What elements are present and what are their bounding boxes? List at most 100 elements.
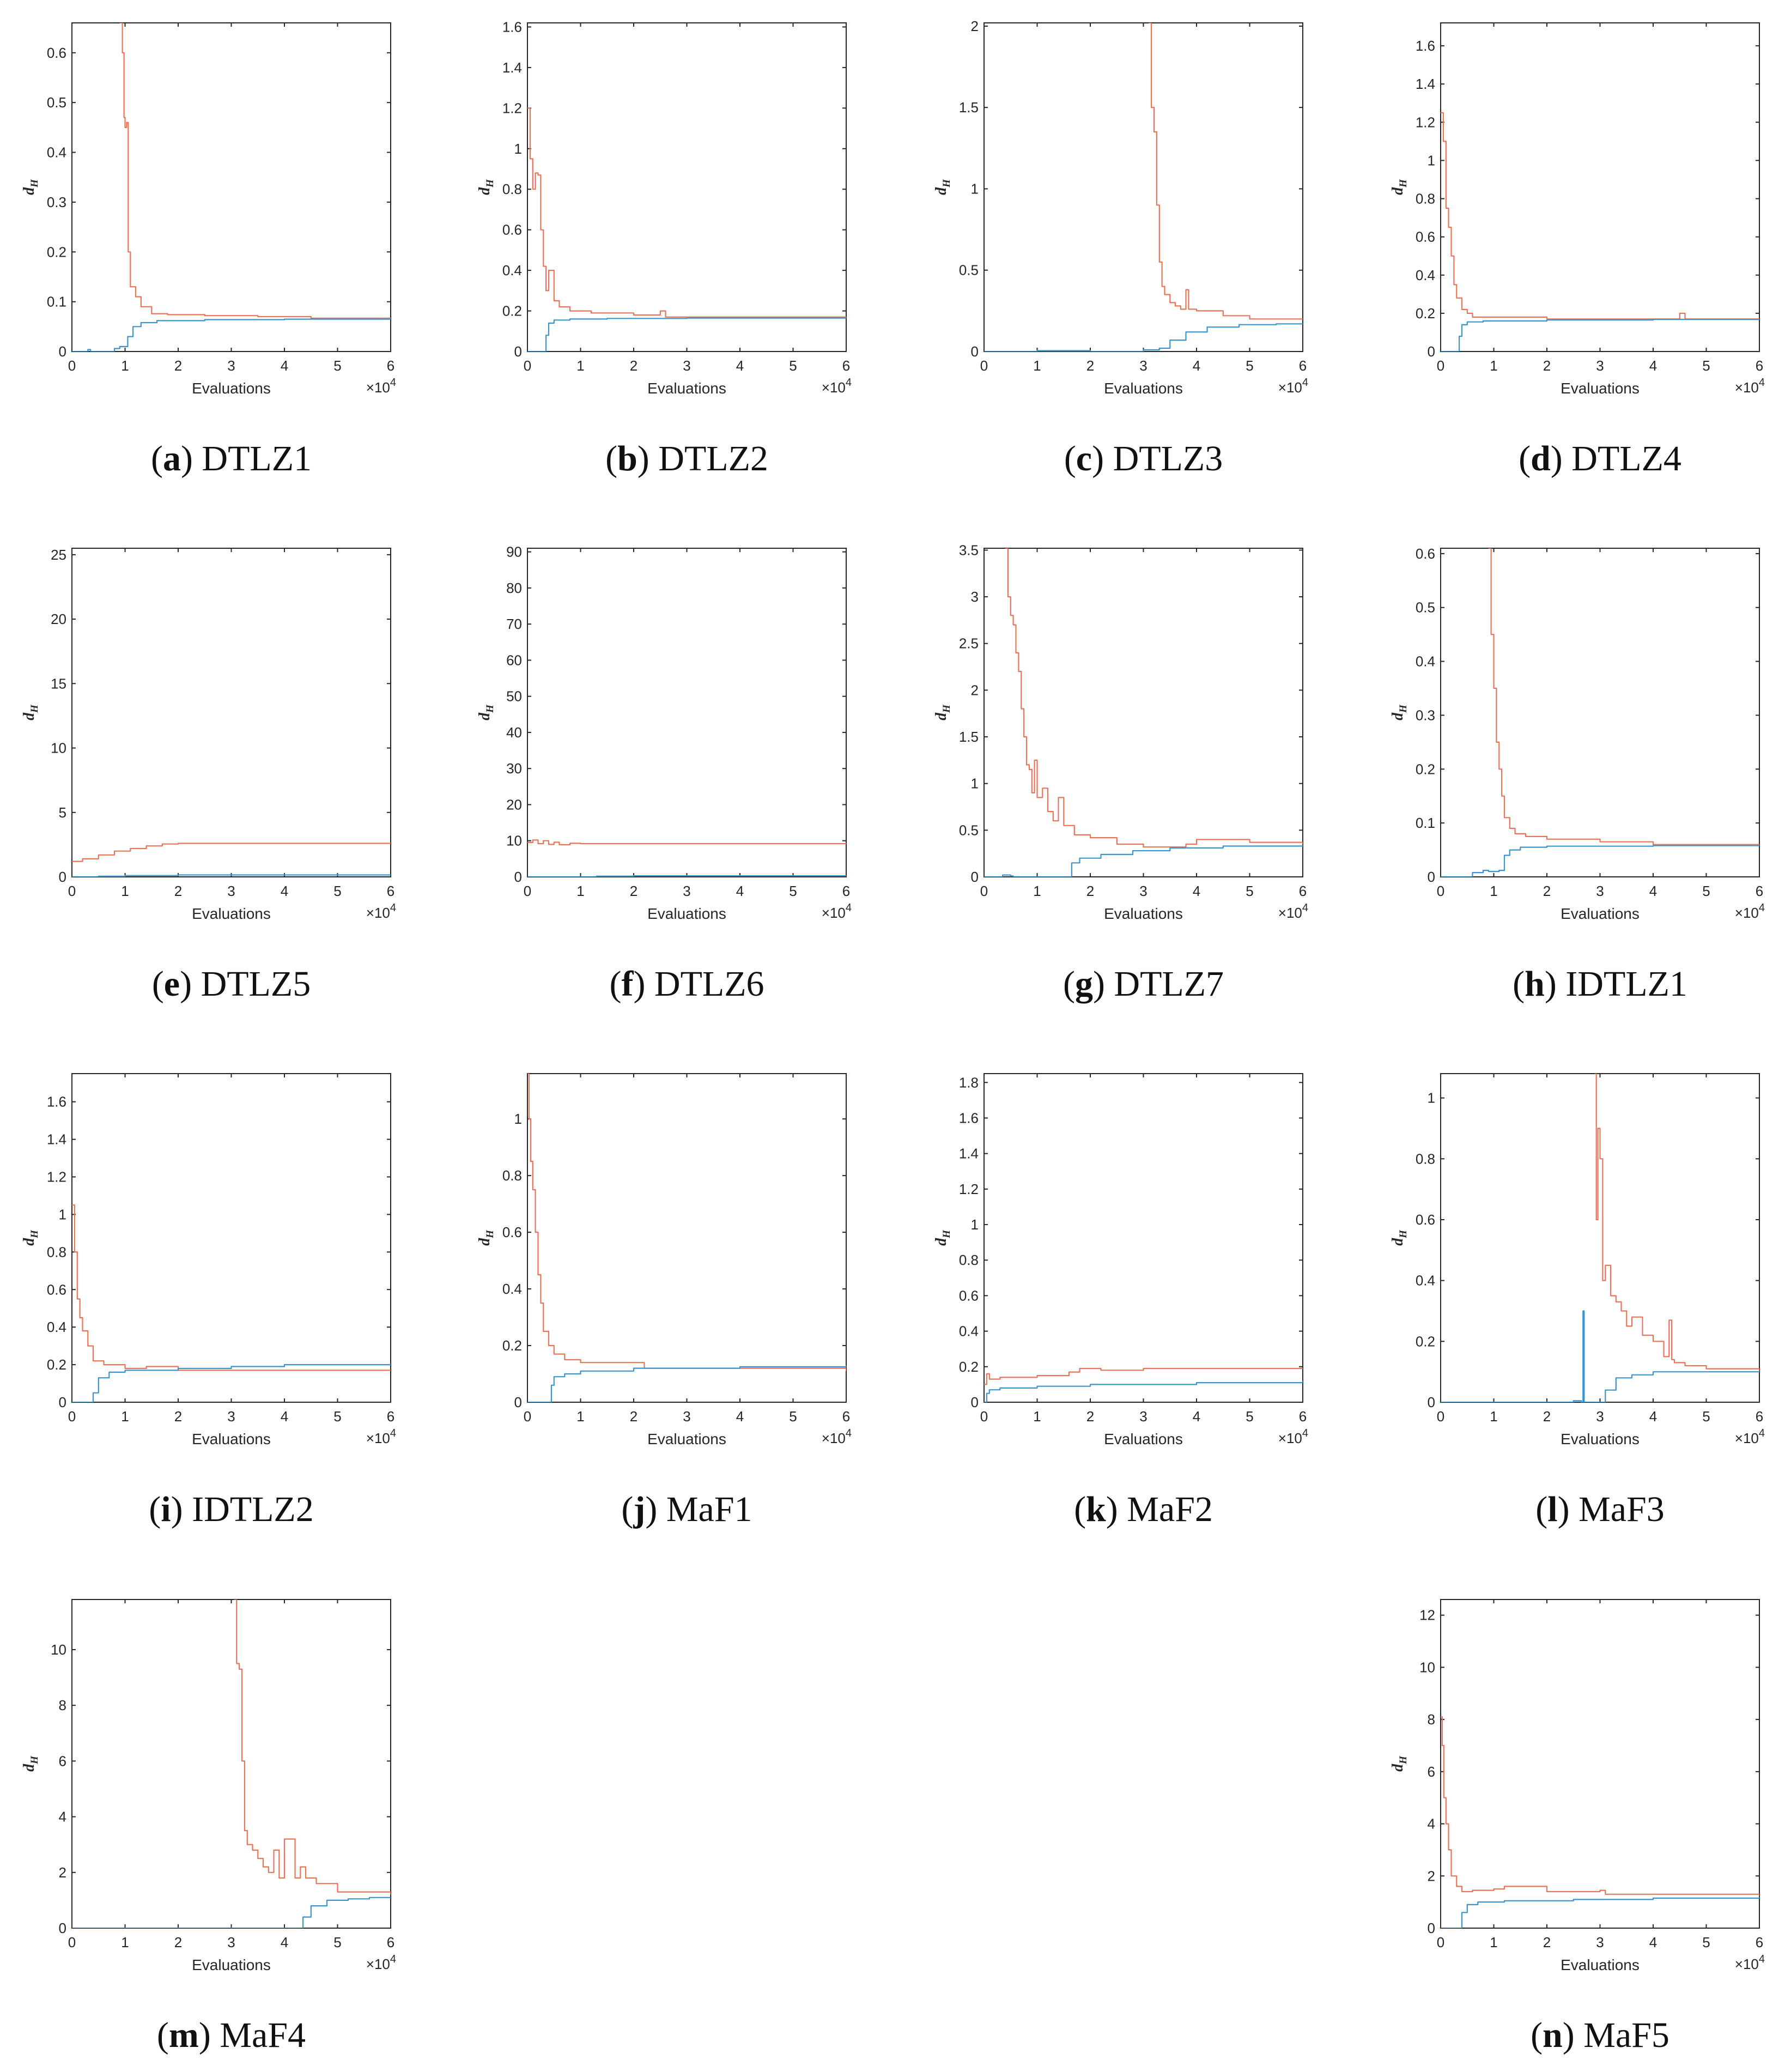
x-tick-label: 3: [227, 1934, 235, 1950]
x-exponent-base: ×10: [822, 905, 846, 921]
caption-paren-open: (: [1513, 964, 1525, 1004]
subfigure-caption: (h) IDTLZ1: [1513, 964, 1687, 1004]
caption-label: j: [633, 1489, 645, 1529]
caption-label: c: [1076, 439, 1092, 478]
y-axis-label: dH: [1389, 1755, 1409, 1772]
series-line-red: [984, 1368, 1303, 1385]
y-axis-label-main: d: [21, 1238, 38, 1246]
y-axis-label: dH: [1389, 1229, 1409, 1246]
y-tick-label: 1.6: [502, 19, 522, 35]
caption-name: MaF2: [1127, 1489, 1213, 1529]
y-tick-label: 0: [1428, 1394, 1435, 1410]
x-tick-label: 6: [387, 1408, 394, 1425]
series-line-red: [1488, 548, 1759, 846]
y-tick-label: 0.2: [959, 1359, 979, 1375]
y-tick-label: 10: [51, 1641, 66, 1658]
x-tick-label: 2: [174, 1408, 182, 1425]
caption-label: k: [1086, 1489, 1106, 1529]
subfigure-caption: (a) DTLZ1: [151, 439, 312, 478]
y-axis-label-main: d: [933, 1238, 950, 1246]
plot-frame: [71, 22, 391, 352]
x-tick-label: 3: [683, 1408, 690, 1425]
x-tick-label: 4: [1193, 1408, 1200, 1425]
y-tick-label: 0.6: [1416, 546, 1435, 562]
x-tick-label: 0: [1437, 358, 1444, 374]
x-tick-label: 0: [1437, 1408, 1444, 1425]
y-tick-label: 0.2: [502, 1337, 522, 1354]
caption-label: n: [1543, 2015, 1563, 2055]
x-exponent-label: ×104: [1735, 1953, 1765, 1972]
y-axis-label: dH: [476, 704, 496, 720]
caption-paren-open: (: [1064, 439, 1076, 478]
plot-frame: [1440, 1599, 1760, 1929]
y-tick-label: 6: [1428, 1764, 1435, 1780]
y-axis-label-main: d: [933, 187, 950, 195]
y-tick-label: 10: [506, 833, 522, 849]
y-tick-label: 1: [59, 1206, 66, 1222]
x-exponent-label: ×104: [366, 902, 396, 921]
y-axis-label-main: d: [21, 1764, 38, 1772]
x-exponent-base: ×10: [1735, 379, 1759, 396]
x-tick-label: 3: [683, 883, 690, 899]
x-tick-label: 6: [842, 1408, 850, 1425]
x-tick-label: 5: [1702, 1408, 1710, 1425]
y-tick-label: 20: [506, 796, 522, 813]
x-tick-label: 1: [121, 1408, 129, 1425]
caption-paren-close: ): [171, 1489, 192, 1529]
y-tick-label: 2: [59, 1864, 66, 1881]
y-tick-label: 0.1: [1416, 815, 1435, 831]
y-tick-label: 0: [514, 343, 522, 360]
y-tick-label: 4: [59, 1809, 66, 1825]
series-line-blue: [984, 845, 1303, 877]
x-tick-label: 0: [980, 883, 988, 899]
series-line-red: [72, 1204, 391, 1371]
x-tick-label: 4: [1193, 883, 1200, 899]
x-exponent-base: ×10: [366, 1956, 390, 1972]
x-exponent-power: 4: [1759, 1953, 1765, 1965]
x-exponent-label: ×104: [822, 377, 852, 396]
x-tick-label: 5: [789, 883, 797, 899]
x-exponent-base: ×10: [366, 1430, 390, 1446]
x-exponent-base: ×10: [1278, 1430, 1302, 1446]
x-exponent-power: 4: [1759, 377, 1765, 389]
x-tick-label: 2: [1543, 883, 1551, 899]
y-axis-label: dH: [1389, 179, 1409, 195]
x-axis-label: Evaluations: [192, 1956, 271, 1973]
y-axis-label-sub: H: [941, 704, 952, 713]
x-exponent-label: ×104: [1278, 377, 1308, 396]
x-exponent-power: 4: [846, 1427, 852, 1439]
x-tick-label: 3: [1139, 358, 1147, 374]
x-tick-label: 5: [1246, 358, 1253, 374]
x-tick-label: 4: [281, 358, 288, 374]
x-exponent-label: ×104: [366, 1427, 396, 1446]
caption-name: DTLZ2: [658, 439, 768, 478]
caption-paren-close: ): [1106, 1489, 1127, 1529]
x-tick-label: 4: [281, 1408, 288, 1425]
x-tick-label: 3: [227, 358, 235, 374]
x-tick-label: 4: [281, 883, 288, 899]
x-tick-label: 5: [333, 1408, 341, 1425]
x-tick-label: 4: [736, 1408, 744, 1425]
x-exponent-label: ×104: [822, 902, 852, 921]
x-exponent-label: ×104: [366, 377, 396, 396]
series-line-blue: [72, 318, 391, 352]
series-line-red: [1149, 23, 1303, 320]
y-axis-label-sub: H: [484, 704, 496, 713]
y-tick-label: 0.5: [47, 94, 66, 111]
y-tick-label: 0.6: [959, 1287, 979, 1304]
caption-paren-open: (: [605, 439, 617, 478]
x-tick-label: 3: [683, 358, 690, 374]
y-tick-label: 80: [506, 580, 522, 596]
x-tick-label: 3: [227, 883, 235, 899]
caption-paren-close: ): [633, 964, 654, 1004]
caption-paren-close: ): [1558, 1489, 1578, 1529]
subfigure-caption: (f) DTLZ6: [609, 964, 764, 1004]
series-line-red: [1441, 1716, 1759, 1896]
caption-label: b: [617, 439, 638, 478]
y-tick-label: 1.2: [47, 1169, 66, 1185]
series-line-blue: [72, 1897, 391, 1928]
y-axis-label: dH: [476, 1229, 496, 1246]
y-tick-label: 1.6: [47, 1094, 66, 1110]
caption-label: e: [164, 964, 180, 1004]
